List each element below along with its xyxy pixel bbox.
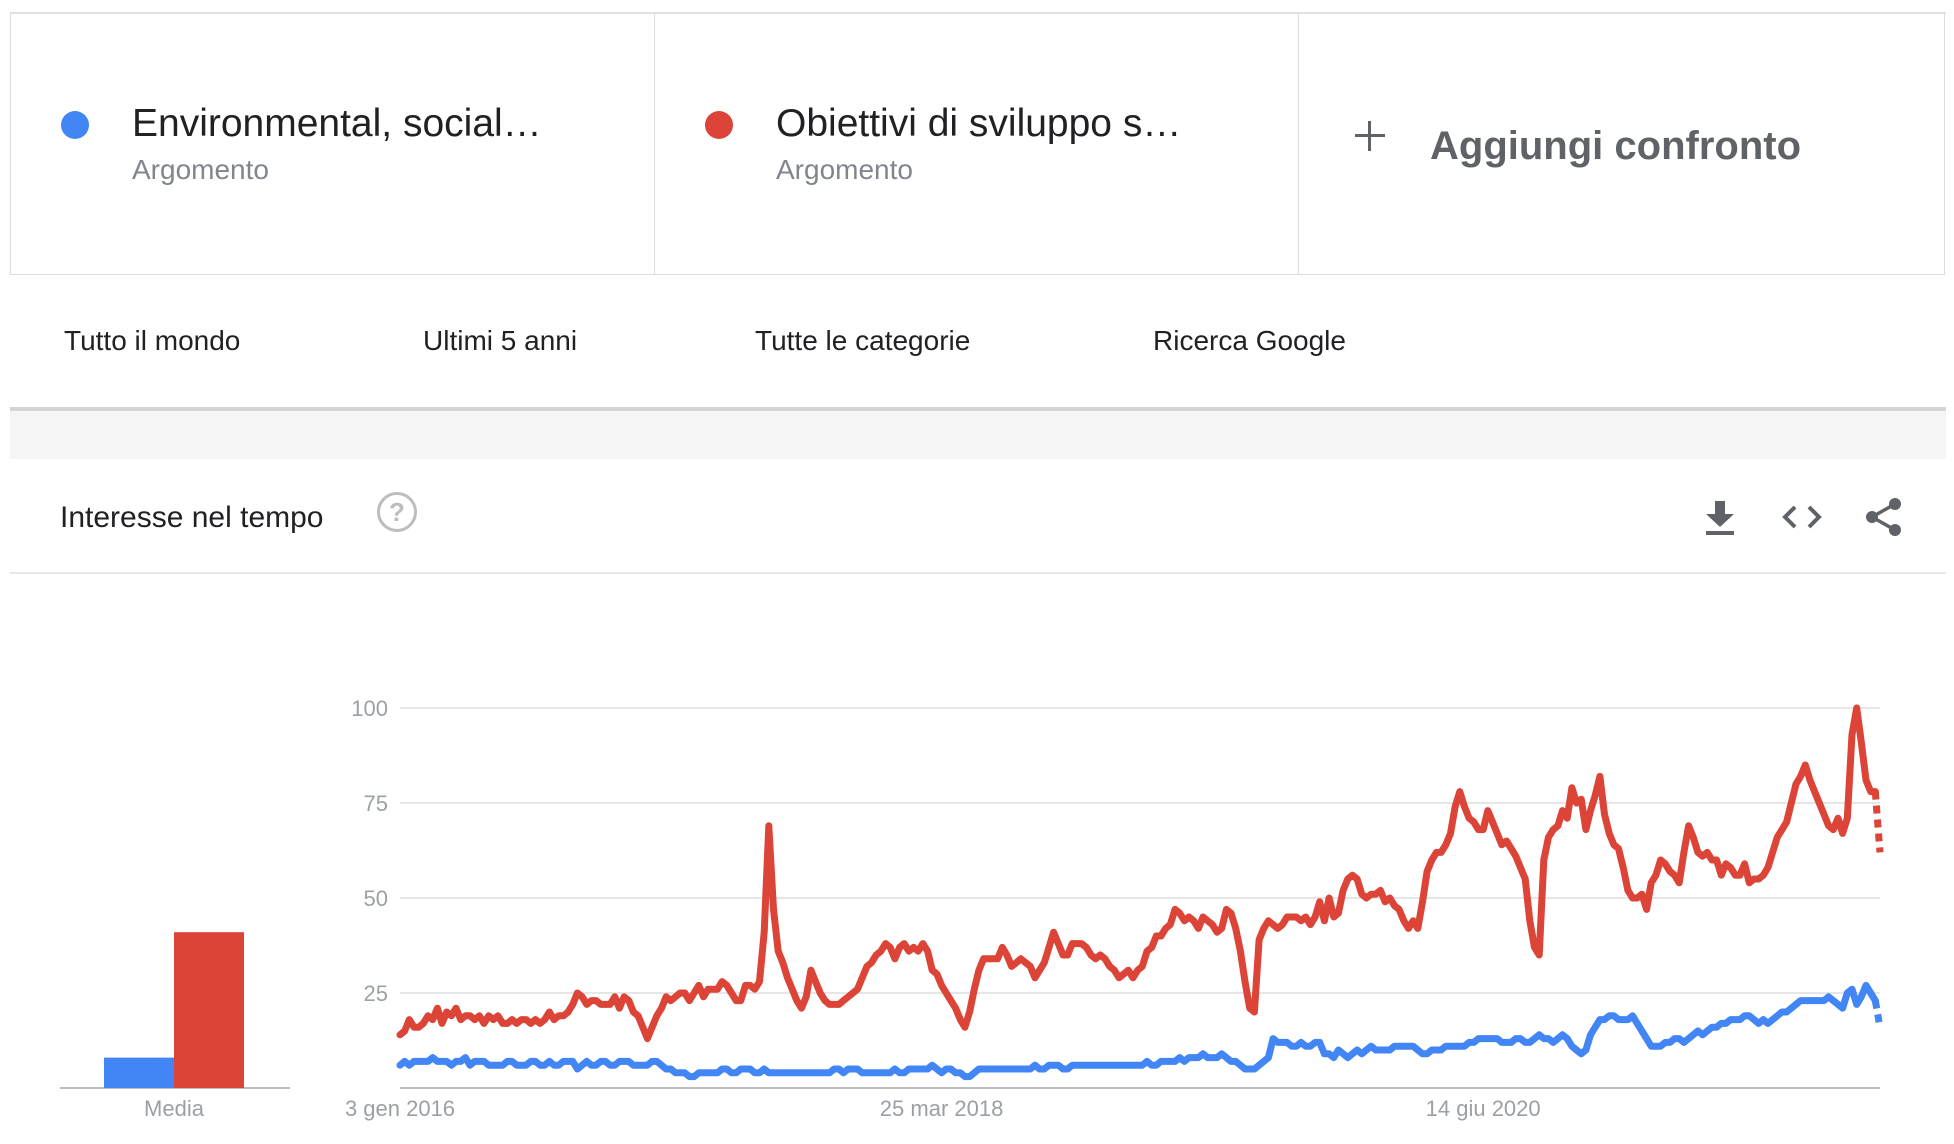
series-line-term-2 xyxy=(396,704,1879,1043)
plus-icon xyxy=(1355,121,1385,151)
embed-code-icon[interactable] xyxy=(1780,495,1824,539)
region-filter[interactable]: Tutto il mondo xyxy=(64,325,241,356)
panel-title: Interesse nel tempo xyxy=(60,501,324,534)
download-icon[interactable] xyxy=(1698,495,1742,539)
share-icon[interactable] xyxy=(1862,495,1906,539)
series-line-term-1 xyxy=(396,981,1879,1081)
y-tick-label: 100 xyxy=(351,696,388,721)
help-icon[interactable]: ? xyxy=(377,492,417,532)
add-comparison-label: Aggiungi confronto xyxy=(1430,124,1802,168)
filter-bar: Tutto il mondo Ultimi 5 anni Tutte le ca… xyxy=(10,275,1946,407)
category-filter[interactable]: Tutte le categorie xyxy=(755,325,971,356)
add-comparison-button[interactable]: Aggiungi confronto xyxy=(1299,14,1944,274)
term-color-dot xyxy=(705,111,733,139)
term-color-dot xyxy=(61,111,89,139)
term-card-2[interactable]: Obiettivi di sviluppo s… Argomento xyxy=(655,14,1299,274)
series-partial-segment xyxy=(1871,999,1884,1028)
chart-series xyxy=(396,704,1884,1081)
term-name[interactable]: Obiettivi di sviluppo s… xyxy=(776,102,1182,145)
y-tick-label: 25 xyxy=(364,981,388,1006)
average-label: Media xyxy=(144,1096,205,1121)
interest-over-time-header: Interesse nel tempo ? xyxy=(10,459,1946,574)
section-divider xyxy=(10,411,1946,459)
term-type: Argomento xyxy=(776,154,913,185)
y-tick-label: 50 xyxy=(364,886,388,911)
term-name[interactable]: Environmental, social… xyxy=(132,102,542,145)
chart-labels: 100 75 50 25 3 gen 2016 25 mar 2018 14 giu 202… xyxy=(144,696,1541,1121)
comparison-bar: Environmental, social… Argomento Obietti… xyxy=(10,14,1945,275)
term-card-1[interactable]: Environmental, social… Argomento xyxy=(11,14,655,274)
term-type: Argomento xyxy=(132,154,269,185)
time-range-filter[interactable]: Ultimi 5 anni xyxy=(423,325,578,356)
average-bar-term-2 xyxy=(174,932,244,1088)
series-partial-segment xyxy=(1871,791,1884,853)
average-bar-term-1 xyxy=(104,1057,174,1088)
x-tick-label: 3 gen 2016 xyxy=(345,1096,455,1121)
x-tick-label: 14 giu 2020 xyxy=(1426,1096,1541,1121)
x-tick-label: 25 mar 2018 xyxy=(880,1096,1004,1121)
search-property-filter[interactable]: Ricerca Google xyxy=(1153,325,1346,356)
chart-gridlines xyxy=(400,707,1880,1089)
y-tick-label: 75 xyxy=(364,791,388,816)
average-bars xyxy=(60,932,290,1089)
interest-over-time-chart: 100 75 50 25 3 gen 2016 25 mar 2018 14 giu 202… xyxy=(60,696,1884,1121)
